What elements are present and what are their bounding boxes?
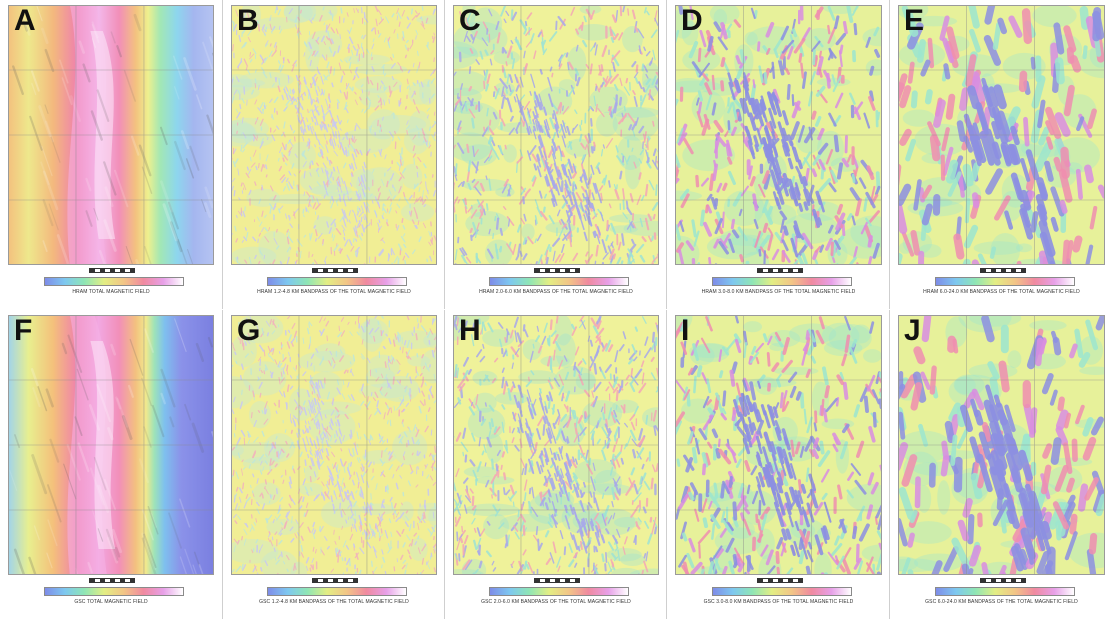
panel-letter: J: [904, 314, 921, 347]
scale-bar: [89, 578, 135, 583]
panel-letter: G: [237, 314, 261, 347]
colorbar-caption: HRAM 3.0-8.0 KM BANDPASS OF THE TOTAL MA…: [701, 289, 856, 295]
map-panel-b: B HRAM 1.2-4.8 KM BANDPASS OF THE TOTAL M…: [222, 0, 445, 309]
map-panel-h: H GSC 2.0-6.0 KM BANDPASS OF THE TOTAL MA…: [444, 310, 667, 619]
colorbar-legend: [44, 277, 184, 286]
magnetic-map-image: [675, 315, 882, 575]
magnetic-map-image: [231, 315, 437, 575]
scale-bar: [534, 578, 580, 583]
panel-letter: C: [459, 4, 481, 37]
colorbar-legend: [489, 277, 629, 286]
magnetic-map-image: [8, 5, 214, 265]
magnetic-map-image: [675, 5, 882, 265]
scale-bar: [312, 578, 358, 583]
panel-letter: F: [14, 314, 33, 347]
colorbar-legend: [935, 587, 1075, 596]
colorbar-legend: [489, 587, 629, 596]
map-panel-e: E HRAM 6.0-24.0 KM BANDPASS OF THE TOTAL …: [889, 0, 1112, 309]
colorbar-legend: [267, 277, 407, 286]
colorbar-caption: HRAM TOTAL MAGNETIC FIELD: [72, 289, 150, 295]
scale-bar: [89, 268, 135, 273]
colorbar-caption: GSC 2.0-6.0 KM BANDPASS OF THE TOTAL MAG…: [481, 599, 631, 605]
colorbar-legend: [935, 277, 1075, 286]
magnetic-map-image: [453, 5, 659, 265]
panel-letter: H: [459, 314, 481, 347]
panel-letter: D: [681, 4, 703, 37]
map-panel-g: G GSC 1.2-4.8 KM BANDPASS OF THE TOTAL MA…: [222, 310, 445, 619]
colorbar-caption: GSC 6.0-24.0 KM BANDPASS OF THE TOTAL MA…: [925, 599, 1078, 605]
panel-letter: E: [904, 4, 925, 37]
colorbar-legend: [712, 587, 852, 596]
map-panel-j: J GSC 6.0-24.0 KM BANDPASS OF THE TOTAL M…: [889, 310, 1112, 619]
map-panel-c: C HRAM 2.0-6.0 KM BANDPASS OF THE TOTAL M…: [444, 0, 667, 309]
colorbar-caption: HRAM 6.0-24.0 KM BANDPASS OF THE TOTAL M…: [923, 289, 1080, 295]
magnetic-map-image: [898, 315, 1105, 575]
magnetic-map-image: [8, 315, 214, 575]
magnetic-map-image: [453, 315, 659, 575]
colorbar-legend: [712, 277, 852, 286]
scale-bar: [534, 268, 580, 273]
map-panel-f: F GSC TOTAL MAGNETIC FIELD: [0, 310, 222, 619]
scale-bar: [756, 578, 803, 583]
scale-bar: [979, 578, 1026, 583]
scale-bar: [979, 268, 1026, 273]
panel-letter: A: [14, 4, 36, 37]
map-panel-a: A HRAM TOTAL MAGNETIC FIELD: [0, 0, 222, 309]
magnetic-map-image: [898, 5, 1105, 265]
panel-letter: B: [237, 4, 259, 37]
colorbar-caption: GSC 1.2-4.8 KM BANDPASS OF THE TOTAL MAG…: [259, 599, 409, 605]
magnetic-map-image: [231, 5, 437, 265]
colorbar-caption: HRAM 1.2-4.8 KM BANDPASS OF THE TOTAL MA…: [257, 289, 411, 295]
scale-bar: [756, 268, 803, 273]
colorbar-caption: HRAM 2.0-6.0 KM BANDPASS OF THE TOTAL MA…: [479, 289, 633, 295]
map-panel-i: I GSC 3.0-8.0 KM BANDPASS OF THE TOTAL MA…: [666, 310, 890, 619]
panel-letter: I: [681, 314, 690, 347]
colorbar-caption: GSC TOTAL MAGNETIC FIELD: [74, 599, 148, 605]
colorbar-caption: GSC 3.0-8.0 KM BANDPASS OF THE TOTAL MAG…: [703, 599, 854, 605]
colorbar-legend: [44, 587, 184, 596]
colorbar-legend: [267, 587, 407, 596]
scale-bar: [312, 268, 358, 273]
map-panel-d: D HRAM 3.0-8.0 KM BANDPASS OF THE TOTAL M…: [666, 0, 890, 309]
